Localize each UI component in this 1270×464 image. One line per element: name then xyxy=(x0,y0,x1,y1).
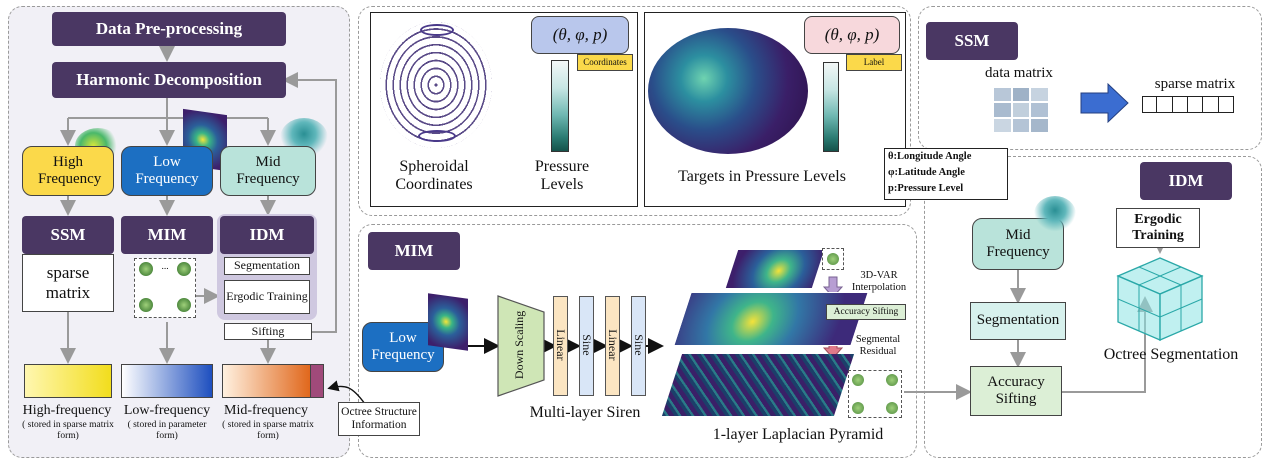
idm-header: IDM xyxy=(220,216,314,254)
sine-layer-1 xyxy=(579,296,594,396)
preprocess-header: Data Pre-processing xyxy=(52,12,286,46)
residual-dot-4 xyxy=(886,402,898,414)
targets-label: Targets in Pressure Levels xyxy=(678,168,846,185)
low-frequency-subtitle: ( stored in parameter form) xyxy=(127,420,207,441)
down-scaling-shape xyxy=(497,295,545,397)
mid-frequency-bar-tail xyxy=(310,364,324,398)
sparse-matrix-label: sparse matrix xyxy=(1154,76,1236,92)
mim-panel xyxy=(358,224,917,458)
mid-frequency-label: Mid Frequency xyxy=(236,153,300,187)
high-frequency-label: High Frequency xyxy=(38,153,102,187)
low-frequency-title: Low-frequency xyxy=(123,403,211,418)
label-levels-legend xyxy=(823,62,839,152)
high-frequency-bar xyxy=(24,364,112,398)
residual-dot-1 xyxy=(852,374,864,386)
idm-accuracy-sifting-box: Accuracy Sifting xyxy=(970,366,1062,416)
kernel-ellipsis: ... xyxy=(161,262,169,272)
spheroidal-coordinates-label: Spheroidal Coordinates xyxy=(395,158,473,194)
mim-header: MIM xyxy=(121,216,213,254)
definitions-box xyxy=(884,148,1008,200)
pressure-levels-label: Pressure Levels xyxy=(534,158,590,194)
segmentation-box: Segmentation xyxy=(224,257,310,275)
spheroid-graphic xyxy=(380,22,492,148)
octree-segmentation-label: Octree Segmentation xyxy=(1103,346,1239,363)
mid-frequency-subtitle: ( stored in sparse matrix form) xyxy=(222,420,314,441)
kernel-dot-4 xyxy=(177,298,191,312)
low-frequency-label: Low Frequency xyxy=(135,153,199,187)
harmonic-header: Harmonic Decomposition xyxy=(52,62,286,98)
coord-tuple-left: (θ, φ, p) xyxy=(531,16,629,54)
kernel-dot-1 xyxy=(139,262,153,276)
sine-layer-2 xyxy=(631,296,646,396)
multi-layer-siren-label: Multi-layer Siren xyxy=(529,404,641,421)
var-interpolation-label: 3D-VAR Interpolation xyxy=(851,270,907,294)
label-tag: Label xyxy=(846,54,902,71)
ssm-panel-header: SSM xyxy=(926,22,1018,60)
idm-panel xyxy=(924,156,1262,458)
p-definition: p:Pressure Level xyxy=(888,183,964,194)
idm-mid-frequency-label: Mid Frequency xyxy=(986,226,1050,260)
high-frequency-box: High Frequency xyxy=(22,146,114,196)
phi-definition: φ:Latitude Angle xyxy=(888,167,965,178)
ergodic-training-box: Ergodic Training xyxy=(224,280,310,314)
mid-frequency-box: Mid Frequency xyxy=(220,146,316,196)
idm-segmentation-box: Segmentation xyxy=(970,302,1066,340)
theta-definition: θ:Longitude Angle xyxy=(888,151,972,162)
idm-ergodic-label: Ergodic Training xyxy=(1132,211,1184,243)
kernel-dot-2 xyxy=(177,262,191,276)
mim-low-frequency-label: Low Frequency xyxy=(371,329,435,363)
coordinates-tag: Coordinates xyxy=(577,54,633,71)
segmental-residual-label: Segmental Residual xyxy=(855,334,901,358)
coord-tuple-right: (θ, φ, p) xyxy=(804,16,900,54)
low-frequency-box: Low Frequency xyxy=(121,146,213,196)
idm-ergodic-training-box: Ergodic Training xyxy=(1116,208,1200,248)
var-kernel xyxy=(822,248,844,270)
idm-panel-header: IDM xyxy=(1140,162,1232,200)
sparse-matrix-cells xyxy=(1142,96,1234,113)
idm-mid-thumbnail xyxy=(1034,196,1076,232)
laplacian-pyramid-label: 1-layer Laplacian Pyramid xyxy=(712,426,884,443)
linear-layer-1 xyxy=(553,296,568,396)
top-panel xyxy=(358,6,911,216)
var-kernel-dot xyxy=(827,253,839,265)
idm-mid-frequency-box: Mid Frequency xyxy=(972,218,1064,270)
kernel-dot-3 xyxy=(139,298,153,312)
idm-accuracy-label: Accuracy Sifting xyxy=(987,373,1045,407)
accuracy-sifting-tag: Accuracy Sifting xyxy=(826,304,906,320)
ssm-panel xyxy=(918,6,1262,150)
mid-frequency-title: Mid-frequency xyxy=(224,403,308,418)
mid-frequency-bar xyxy=(222,364,312,398)
mim-panel-header: MIM xyxy=(368,232,460,270)
linear-layer-2 xyxy=(605,296,620,396)
residual-dot-2 xyxy=(886,374,898,386)
pressure-levels-legend xyxy=(551,60,569,152)
high-frequency-subtitle: ( stored in sparse matrix form) xyxy=(22,420,114,441)
data-matrix-label: data matrix xyxy=(985,65,1053,81)
spheroid-cap-bottom xyxy=(418,130,456,142)
data-matrix-grid xyxy=(994,88,1048,132)
high-frequency-title: High-frequency xyxy=(22,403,112,418)
residual-dot-3 xyxy=(852,402,864,414)
octree-cube xyxy=(1116,257,1204,341)
octree-info-box: Octree Structure Information xyxy=(338,402,420,436)
low-frequency-bar xyxy=(121,364,213,398)
ssm-header: SSM xyxy=(22,216,114,254)
spheroid-cap-top xyxy=(420,24,454,36)
sifting-box: Sifting xyxy=(224,323,312,340)
earth-field-graphic xyxy=(648,28,808,154)
sparse-matrix-box: sparse matrix xyxy=(22,254,114,312)
